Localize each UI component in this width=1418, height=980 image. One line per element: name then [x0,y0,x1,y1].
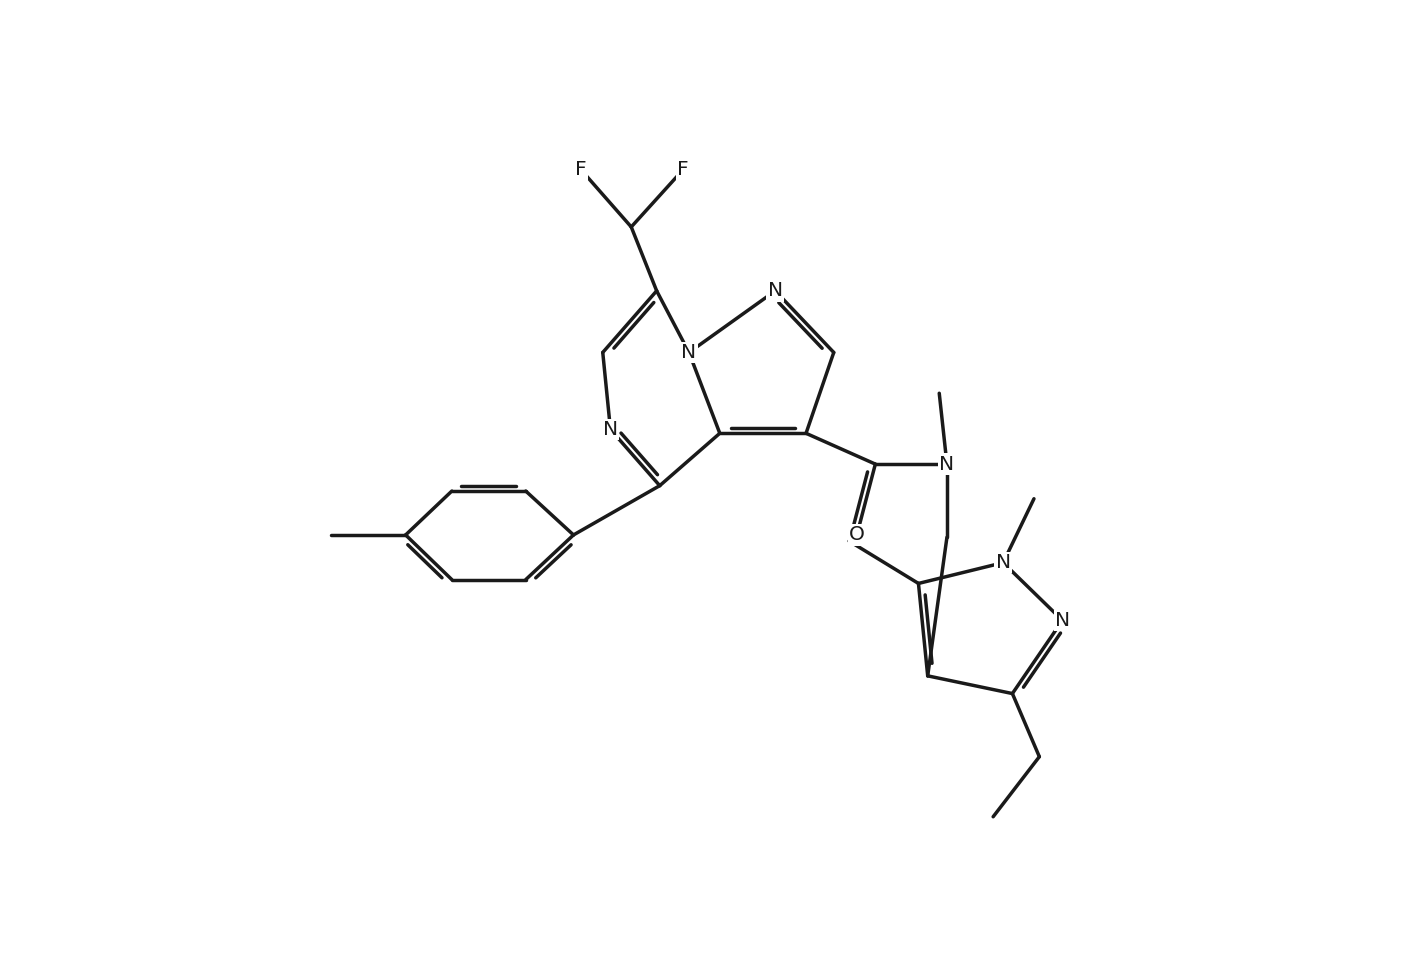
Text: N: N [1055,611,1071,630]
Text: N: N [995,553,1011,572]
Text: F: F [676,161,689,179]
Text: F: F [576,161,587,179]
Text: O: O [849,525,865,545]
Text: N: N [939,455,954,473]
Text: N: N [603,420,618,439]
Text: N: N [682,343,696,362]
Text: N: N [767,281,783,300]
